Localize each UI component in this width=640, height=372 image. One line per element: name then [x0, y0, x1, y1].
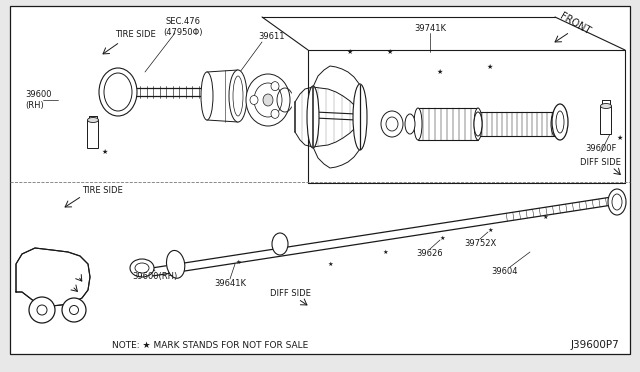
Ellipse shape	[263, 94, 273, 106]
Ellipse shape	[307, 86, 319, 148]
Text: ★: ★	[437, 69, 443, 75]
Circle shape	[29, 297, 55, 323]
Ellipse shape	[135, 263, 149, 273]
Text: ★: ★	[439, 235, 445, 241]
Text: DIFF SIDE: DIFF SIDE	[269, 289, 310, 298]
Ellipse shape	[414, 108, 422, 140]
Text: 39641K: 39641K	[214, 279, 246, 289]
Text: DIFF SIDE: DIFF SIDE	[580, 157, 620, 167]
Ellipse shape	[88, 118, 99, 122]
Ellipse shape	[246, 74, 290, 126]
Text: ★: ★	[487, 228, 493, 232]
Text: TIRE SIDE: TIRE SIDE	[82, 186, 123, 195]
Polygon shape	[16, 248, 90, 306]
Ellipse shape	[201, 72, 213, 120]
Ellipse shape	[551, 112, 559, 136]
Text: ★: ★	[542, 215, 548, 219]
Text: ★: ★	[487, 64, 493, 70]
Text: 39741K: 39741K	[414, 23, 446, 32]
Ellipse shape	[600, 103, 611, 109]
Ellipse shape	[271, 81, 279, 91]
Text: FRONT: FRONT	[558, 11, 592, 37]
Text: ★: ★	[235, 260, 241, 264]
Ellipse shape	[104, 73, 132, 111]
Text: J39600P7: J39600P7	[571, 340, 620, 350]
Text: SEC.476
(47950Φ): SEC.476 (47950Φ)	[163, 17, 203, 37]
Ellipse shape	[474, 112, 482, 136]
Ellipse shape	[229, 70, 247, 122]
Bar	[600, 106, 611, 134]
Ellipse shape	[272, 233, 288, 255]
Ellipse shape	[254, 83, 282, 117]
Circle shape	[37, 305, 47, 315]
Ellipse shape	[233, 76, 243, 116]
Text: ★: ★	[617, 135, 623, 141]
Text: ★: ★	[382, 250, 388, 254]
Ellipse shape	[130, 259, 154, 277]
Text: 39626: 39626	[417, 250, 444, 259]
Ellipse shape	[353, 84, 367, 150]
Ellipse shape	[250, 96, 258, 105]
Text: NOTE: ★ MARK STANDS FOR NOT FOR SALE: NOTE: ★ MARK STANDS FOR NOT FOR SALE	[112, 340, 308, 350]
Text: ★: ★	[327, 262, 333, 266]
Ellipse shape	[474, 108, 482, 140]
Ellipse shape	[405, 114, 415, 134]
Ellipse shape	[271, 109, 279, 118]
Ellipse shape	[552, 104, 568, 140]
Ellipse shape	[612, 194, 622, 210]
Text: 39600F: 39600F	[586, 144, 617, 153]
Text: 39611: 39611	[258, 32, 285, 41]
Ellipse shape	[608, 189, 626, 215]
Text: ★: ★	[387, 49, 393, 55]
Text: 39600(RH): 39600(RH)	[132, 272, 178, 280]
Ellipse shape	[556, 111, 564, 133]
Text: 39752X: 39752X	[464, 240, 496, 248]
Ellipse shape	[381, 111, 403, 137]
Ellipse shape	[386, 117, 398, 131]
Text: 39604: 39604	[492, 267, 518, 276]
Bar	[87, 120, 98, 148]
Text: TIRE SIDE: TIRE SIDE	[115, 29, 156, 38]
Text: ★: ★	[102, 149, 108, 155]
Circle shape	[70, 305, 79, 314]
Text: 39600
(RH): 39600 (RH)	[25, 90, 51, 110]
Ellipse shape	[99, 68, 137, 116]
Ellipse shape	[166, 250, 185, 278]
Circle shape	[62, 298, 86, 322]
Text: ★: ★	[347, 49, 353, 55]
